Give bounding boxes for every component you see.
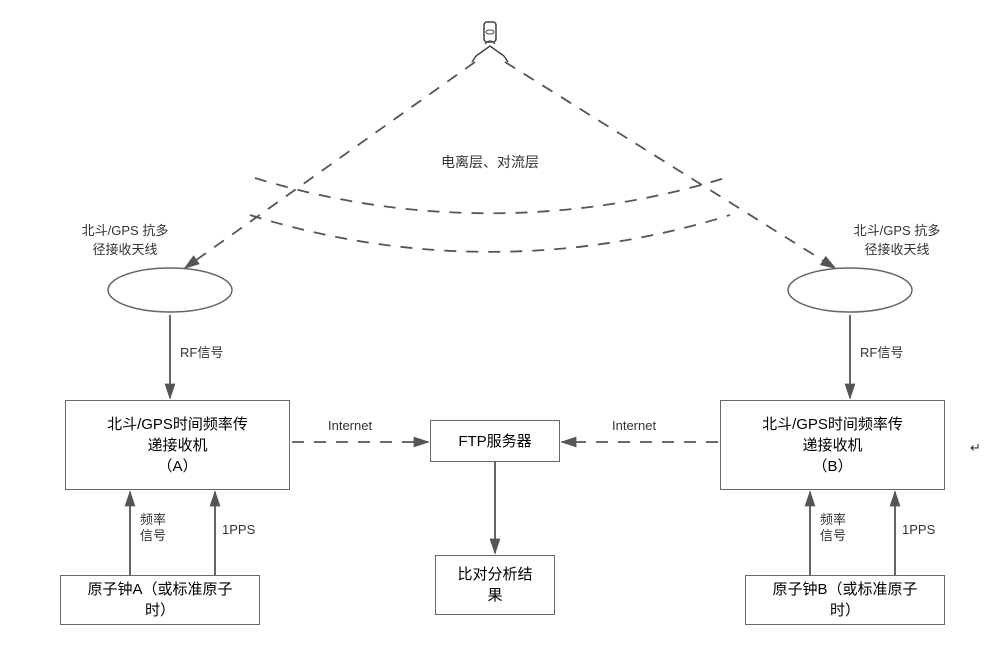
clock-b-box: 原子钟B（或标准原子 时） (745, 575, 945, 625)
freq-left-label: 频率 信号 (140, 512, 166, 543)
return-char: ↵ (970, 440, 981, 456)
rf-left-label: RF信号 (180, 342, 223, 361)
freq-right-label: 频率 信号 (820, 512, 846, 543)
internet-right-label: Internet (612, 418, 656, 433)
antenna-right-label: 北斗/GPS 抗多 径接收天线 (832, 220, 962, 258)
rf-right-label: RF信号 (860, 342, 903, 361)
result-box: 比对分析结 果 (435, 555, 555, 615)
internet-left-label: Internet (328, 418, 372, 433)
ftp-server-box: FTP服务器 (430, 420, 560, 462)
receiver-b-box: 北斗/GPS时间频率传 递接收机 （B） (720, 400, 945, 490)
clock-a-box: 原子钟A（或标准原子 时） (60, 575, 260, 625)
satellite-icon (472, 22, 508, 62)
atmosphere-label: 电离层、对流层 (420, 152, 560, 172)
antenna-left-label: 北斗/GPS 抗多 径接收天线 (60, 220, 190, 258)
receiver-a-box: 北斗/GPS时间频率传 递接收机 （A） (65, 400, 290, 490)
pps-left-label: 1PPS (222, 522, 255, 537)
pps-right-label: 1PPS (902, 522, 935, 537)
